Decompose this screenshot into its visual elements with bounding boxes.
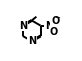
Text: N: N: [19, 21, 27, 31]
Text: +: +: [48, 20, 54, 26]
Text: N: N: [28, 36, 36, 46]
Text: O: O: [51, 16, 59, 26]
Text: −: −: [54, 15, 60, 21]
Text: N: N: [45, 21, 53, 31]
Text: O: O: [50, 27, 58, 37]
